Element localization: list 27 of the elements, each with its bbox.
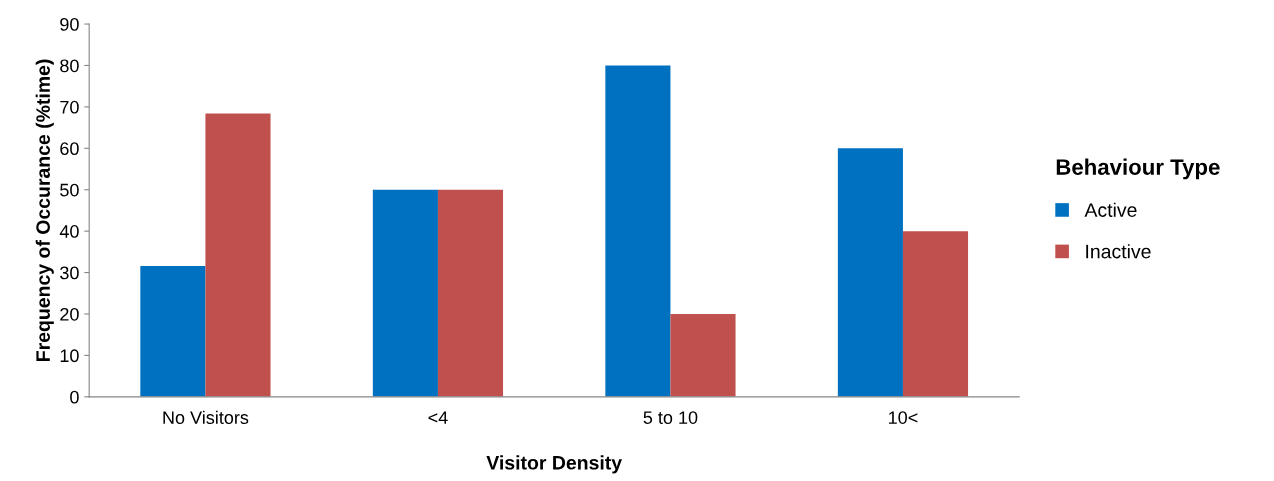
x-tick-label: 5 to 10 [643, 411, 698, 424]
y-tick-label: 80 [60, 59, 79, 73]
x-axis-title: Visitor Density [486, 455, 622, 474]
bar [902, 231, 969, 397]
y-tick-label: 70 [60, 100, 79, 114]
y-tick-label: 0 [70, 390, 79, 404]
x-tick-label: 10< [889, 411, 918, 424]
legend-title: Behaviour Type [1056, 158, 1220, 180]
y-tick-label: 10 [60, 349, 79, 363]
y-tick-label: 30 [60, 266, 79, 280]
y-axis-title: Frequency of Occurance (%time) [35, 59, 54, 361]
bar [837, 148, 903, 397]
y-tick-label: 40 [59, 225, 79, 238]
bar [205, 113, 271, 397]
x-tick-label: No Visitors [163, 410, 249, 424]
bar [372, 189, 438, 397]
y-tick-label: 60 [60, 142, 79, 156]
y-tick-label: 20 [60, 307, 79, 321]
bar [437, 189, 504, 397]
bar [605, 65, 671, 397]
legend-label: Inactive [1086, 244, 1151, 259]
bar [670, 313, 736, 397]
legend-label: Active [1084, 202, 1137, 217]
x-tick-label: <4 [428, 411, 448, 424]
y-tick-label: 50 [60, 183, 79, 197]
bar [140, 265, 206, 397]
y-tick-label: 90 [60, 17, 79, 31]
